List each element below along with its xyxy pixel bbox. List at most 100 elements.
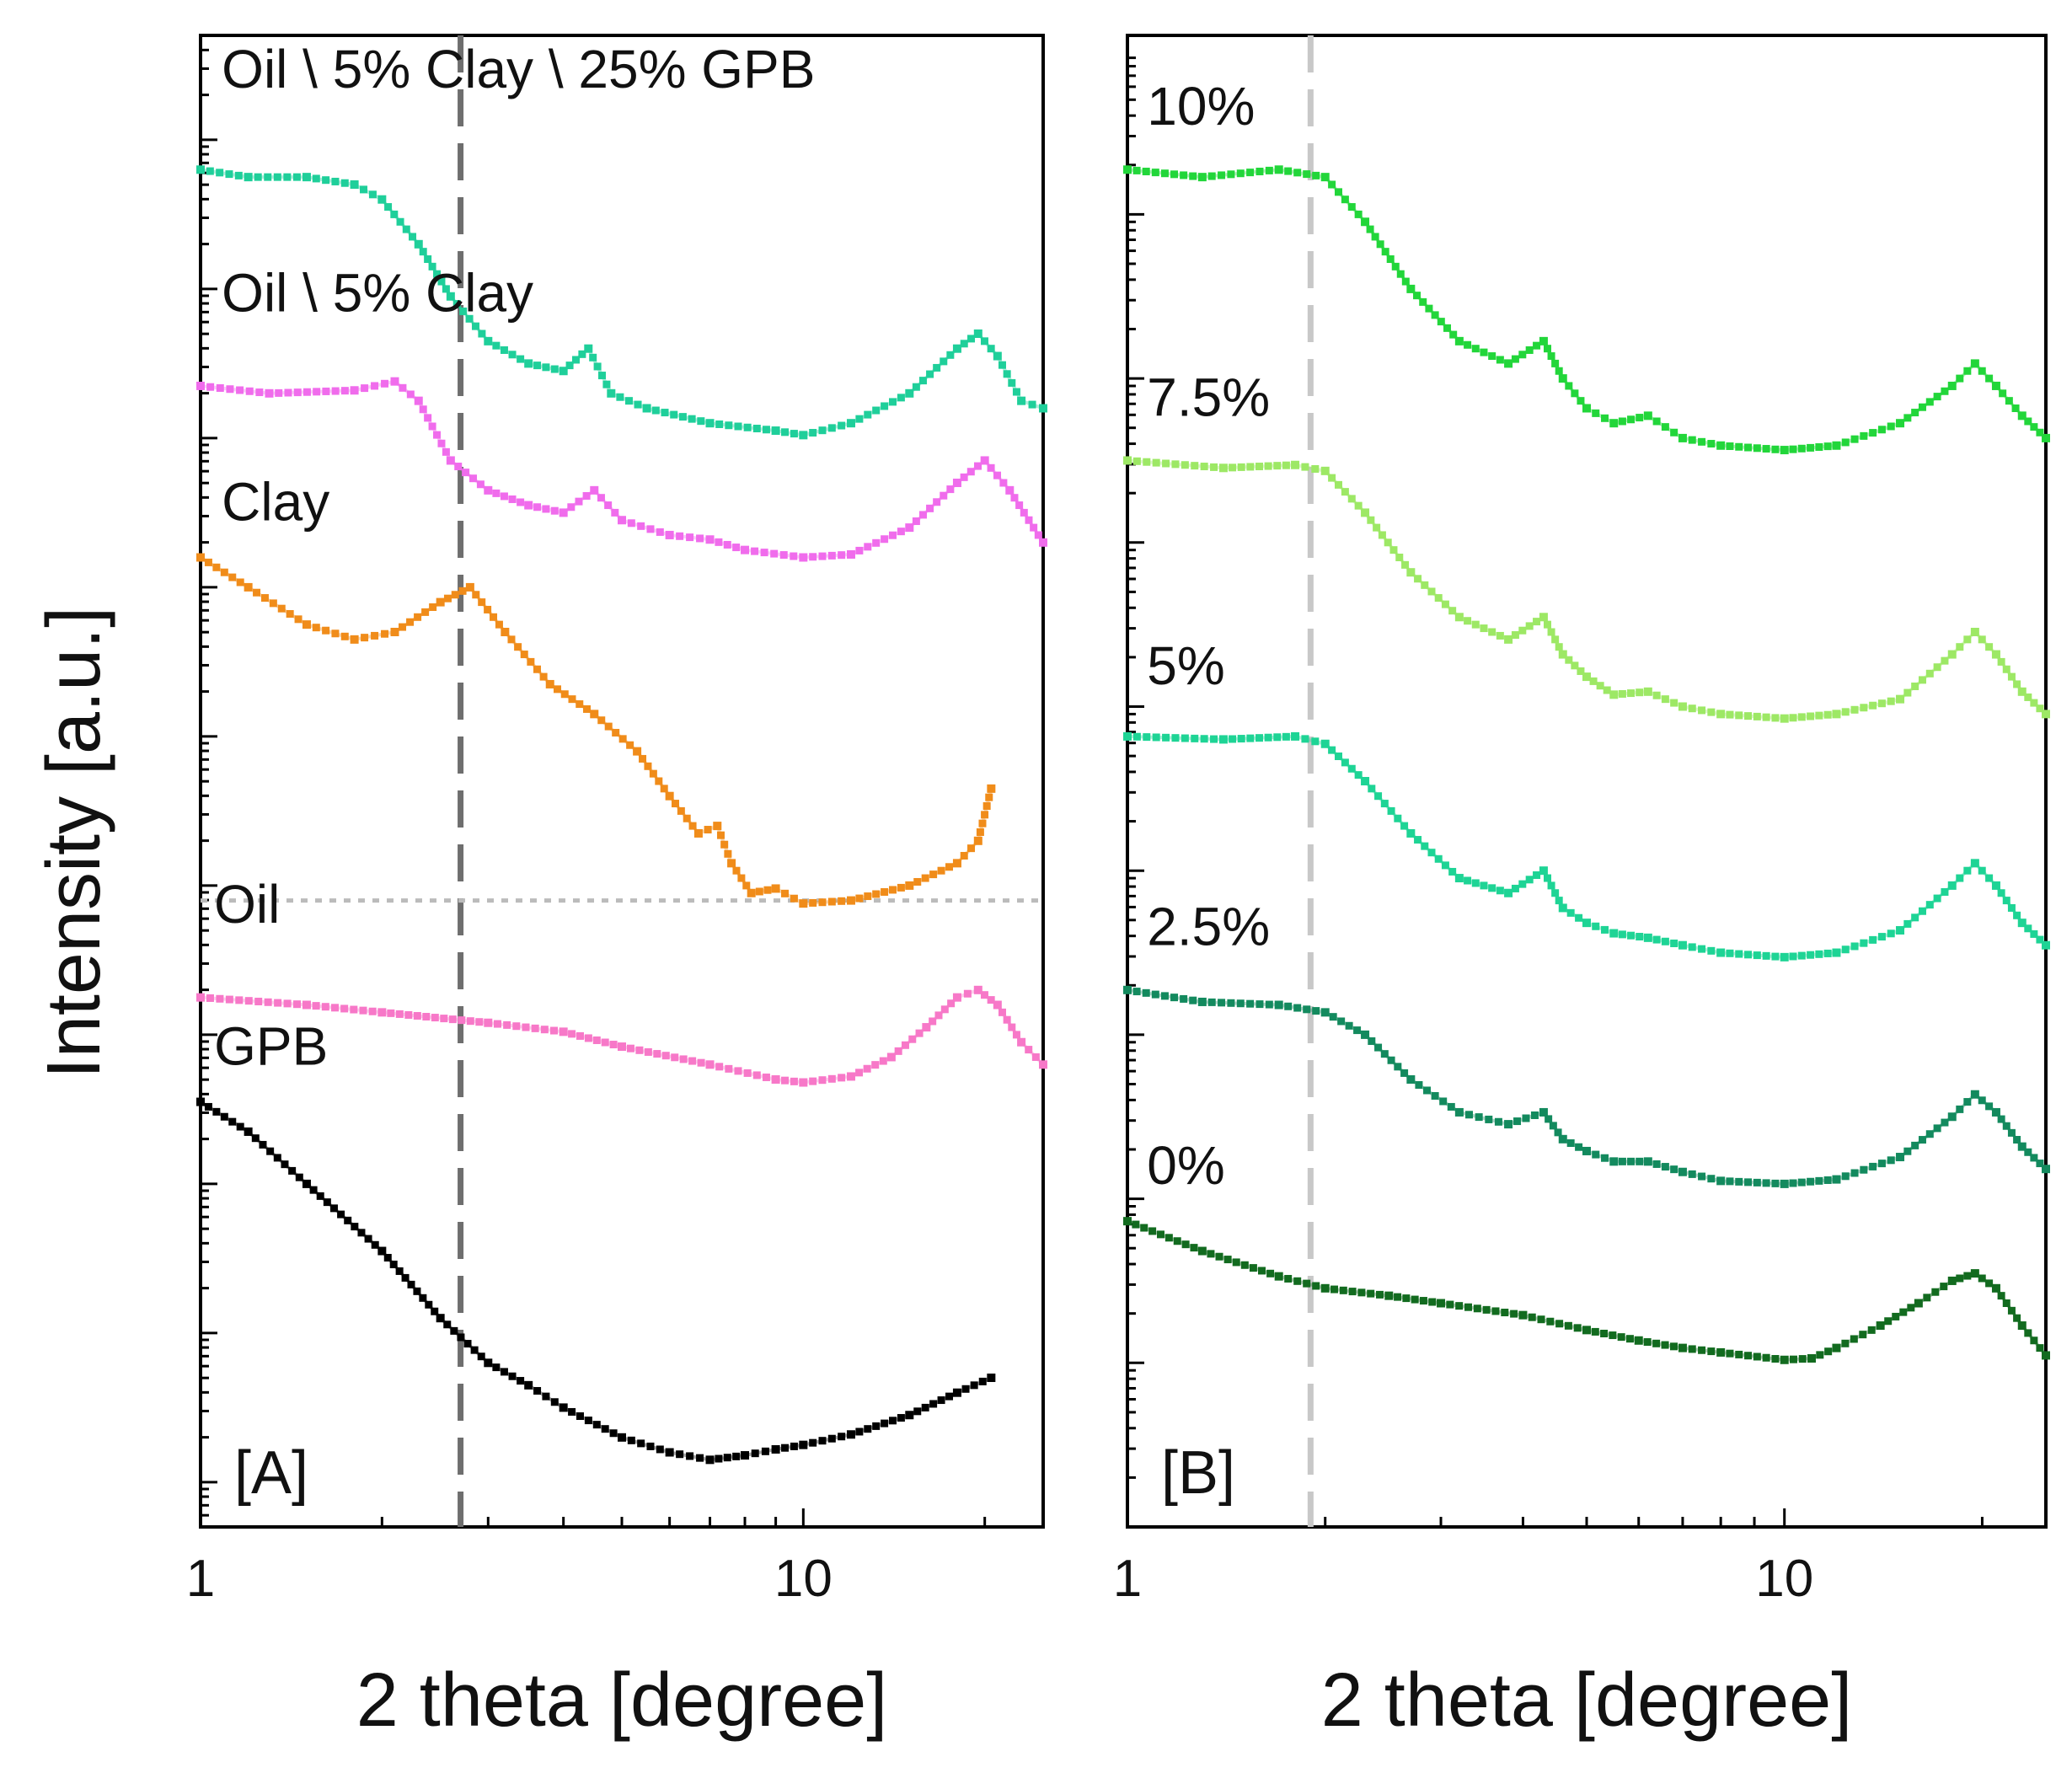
marker [960, 340, 968, 348]
data-point [1716, 1176, 1726, 1186]
data-point [2042, 433, 2050, 442]
marker [763, 886, 772, 894]
marker [881, 1419, 889, 1428]
marker [344, 1216, 352, 1224]
data-point [1361, 217, 1370, 227]
marker [492, 489, 501, 497]
marker [934, 1011, 943, 1020]
marker [1257, 1267, 1266, 1275]
marker [1670, 428, 1678, 437]
marker [1670, 699, 1678, 707]
data-point [1039, 1060, 1047, 1069]
data-point [2017, 411, 2026, 420]
marker [827, 1434, 836, 1443]
marker [1823, 710, 1832, 719]
marker [1551, 889, 1560, 897]
marker [1807, 712, 1815, 720]
marker [627, 519, 635, 528]
data-point [1558, 903, 1567, 913]
marker [330, 1004, 339, 1012]
marker [540, 1026, 549, 1034]
marker [1592, 409, 1600, 417]
marker [295, 1173, 303, 1181]
marker [704, 826, 712, 834]
marker [1688, 704, 1696, 713]
marker [1753, 712, 1761, 720]
marker [1670, 1165, 1678, 1174]
marker [1391, 262, 1400, 271]
data-point [1320, 173, 1330, 182]
marker [1354, 501, 1363, 510]
marker [960, 473, 968, 481]
marker [770, 549, 779, 558]
data-point [952, 859, 961, 868]
marker [967, 844, 976, 853]
marker [1427, 849, 1436, 857]
marker [228, 1117, 237, 1126]
data-point [484, 1358, 493, 1368]
marker [1941, 1118, 1949, 1127]
marker [1933, 894, 1941, 903]
data-point [1716, 710, 1726, 719]
data-point [1017, 396, 1026, 405]
marker [1031, 1053, 1040, 1061]
marker [292, 173, 301, 181]
marker [1246, 734, 1255, 742]
marker [471, 322, 479, 330]
marker [1375, 1290, 1384, 1299]
marker [1496, 356, 1504, 364]
marker [864, 892, 872, 901]
marker [1698, 437, 1706, 446]
marker [864, 543, 872, 551]
marker [1162, 733, 1170, 742]
marker [1374, 1043, 1383, 1052]
marker [2002, 897, 2010, 905]
marker [2024, 417, 2032, 426]
marker [251, 1134, 260, 1143]
marker [762, 426, 770, 434]
marker [1797, 951, 1806, 960]
data-point [590, 710, 599, 719]
marker [946, 485, 955, 494]
marker [340, 1004, 349, 1013]
marker [1170, 170, 1179, 179]
marker [1573, 1324, 1582, 1332]
data-point [350, 635, 359, 644]
marker [389, 1260, 398, 1268]
marker [1744, 1352, 1753, 1360]
marker [1789, 445, 1797, 453]
marker [1771, 1179, 1780, 1187]
data-point [799, 431, 808, 440]
marker [1661, 695, 1669, 704]
data-point [1947, 1112, 1957, 1122]
data-point [350, 180, 359, 189]
marker [818, 1437, 827, 1445]
marker [1464, 876, 1472, 885]
marker [1617, 1333, 1625, 1342]
marker [855, 894, 864, 903]
marker [1160, 169, 1169, 178]
marker [1555, 1320, 1564, 1328]
marker [1707, 1175, 1716, 1183]
data-point [799, 1440, 808, 1449]
marker [428, 422, 436, 431]
marker [1698, 1346, 1706, 1354]
marker [656, 528, 664, 536]
marker [1577, 667, 1585, 675]
marker [475, 1018, 484, 1026]
marker [827, 424, 836, 432]
data-point [244, 582, 253, 592]
data-point [1991, 1283, 2000, 1293]
marker [477, 1353, 485, 1361]
data-point [196, 1097, 205, 1106]
marker [288, 1166, 297, 1175]
marker [897, 1414, 905, 1422]
marker [1797, 444, 1806, 453]
data-point [1832, 948, 1841, 957]
marker [1643, 1338, 1652, 1347]
marker [1533, 871, 1541, 880]
marker [1282, 461, 1290, 469]
marker [676, 532, 684, 540]
data-point [799, 899, 808, 908]
series-2 [1123, 731, 2050, 961]
